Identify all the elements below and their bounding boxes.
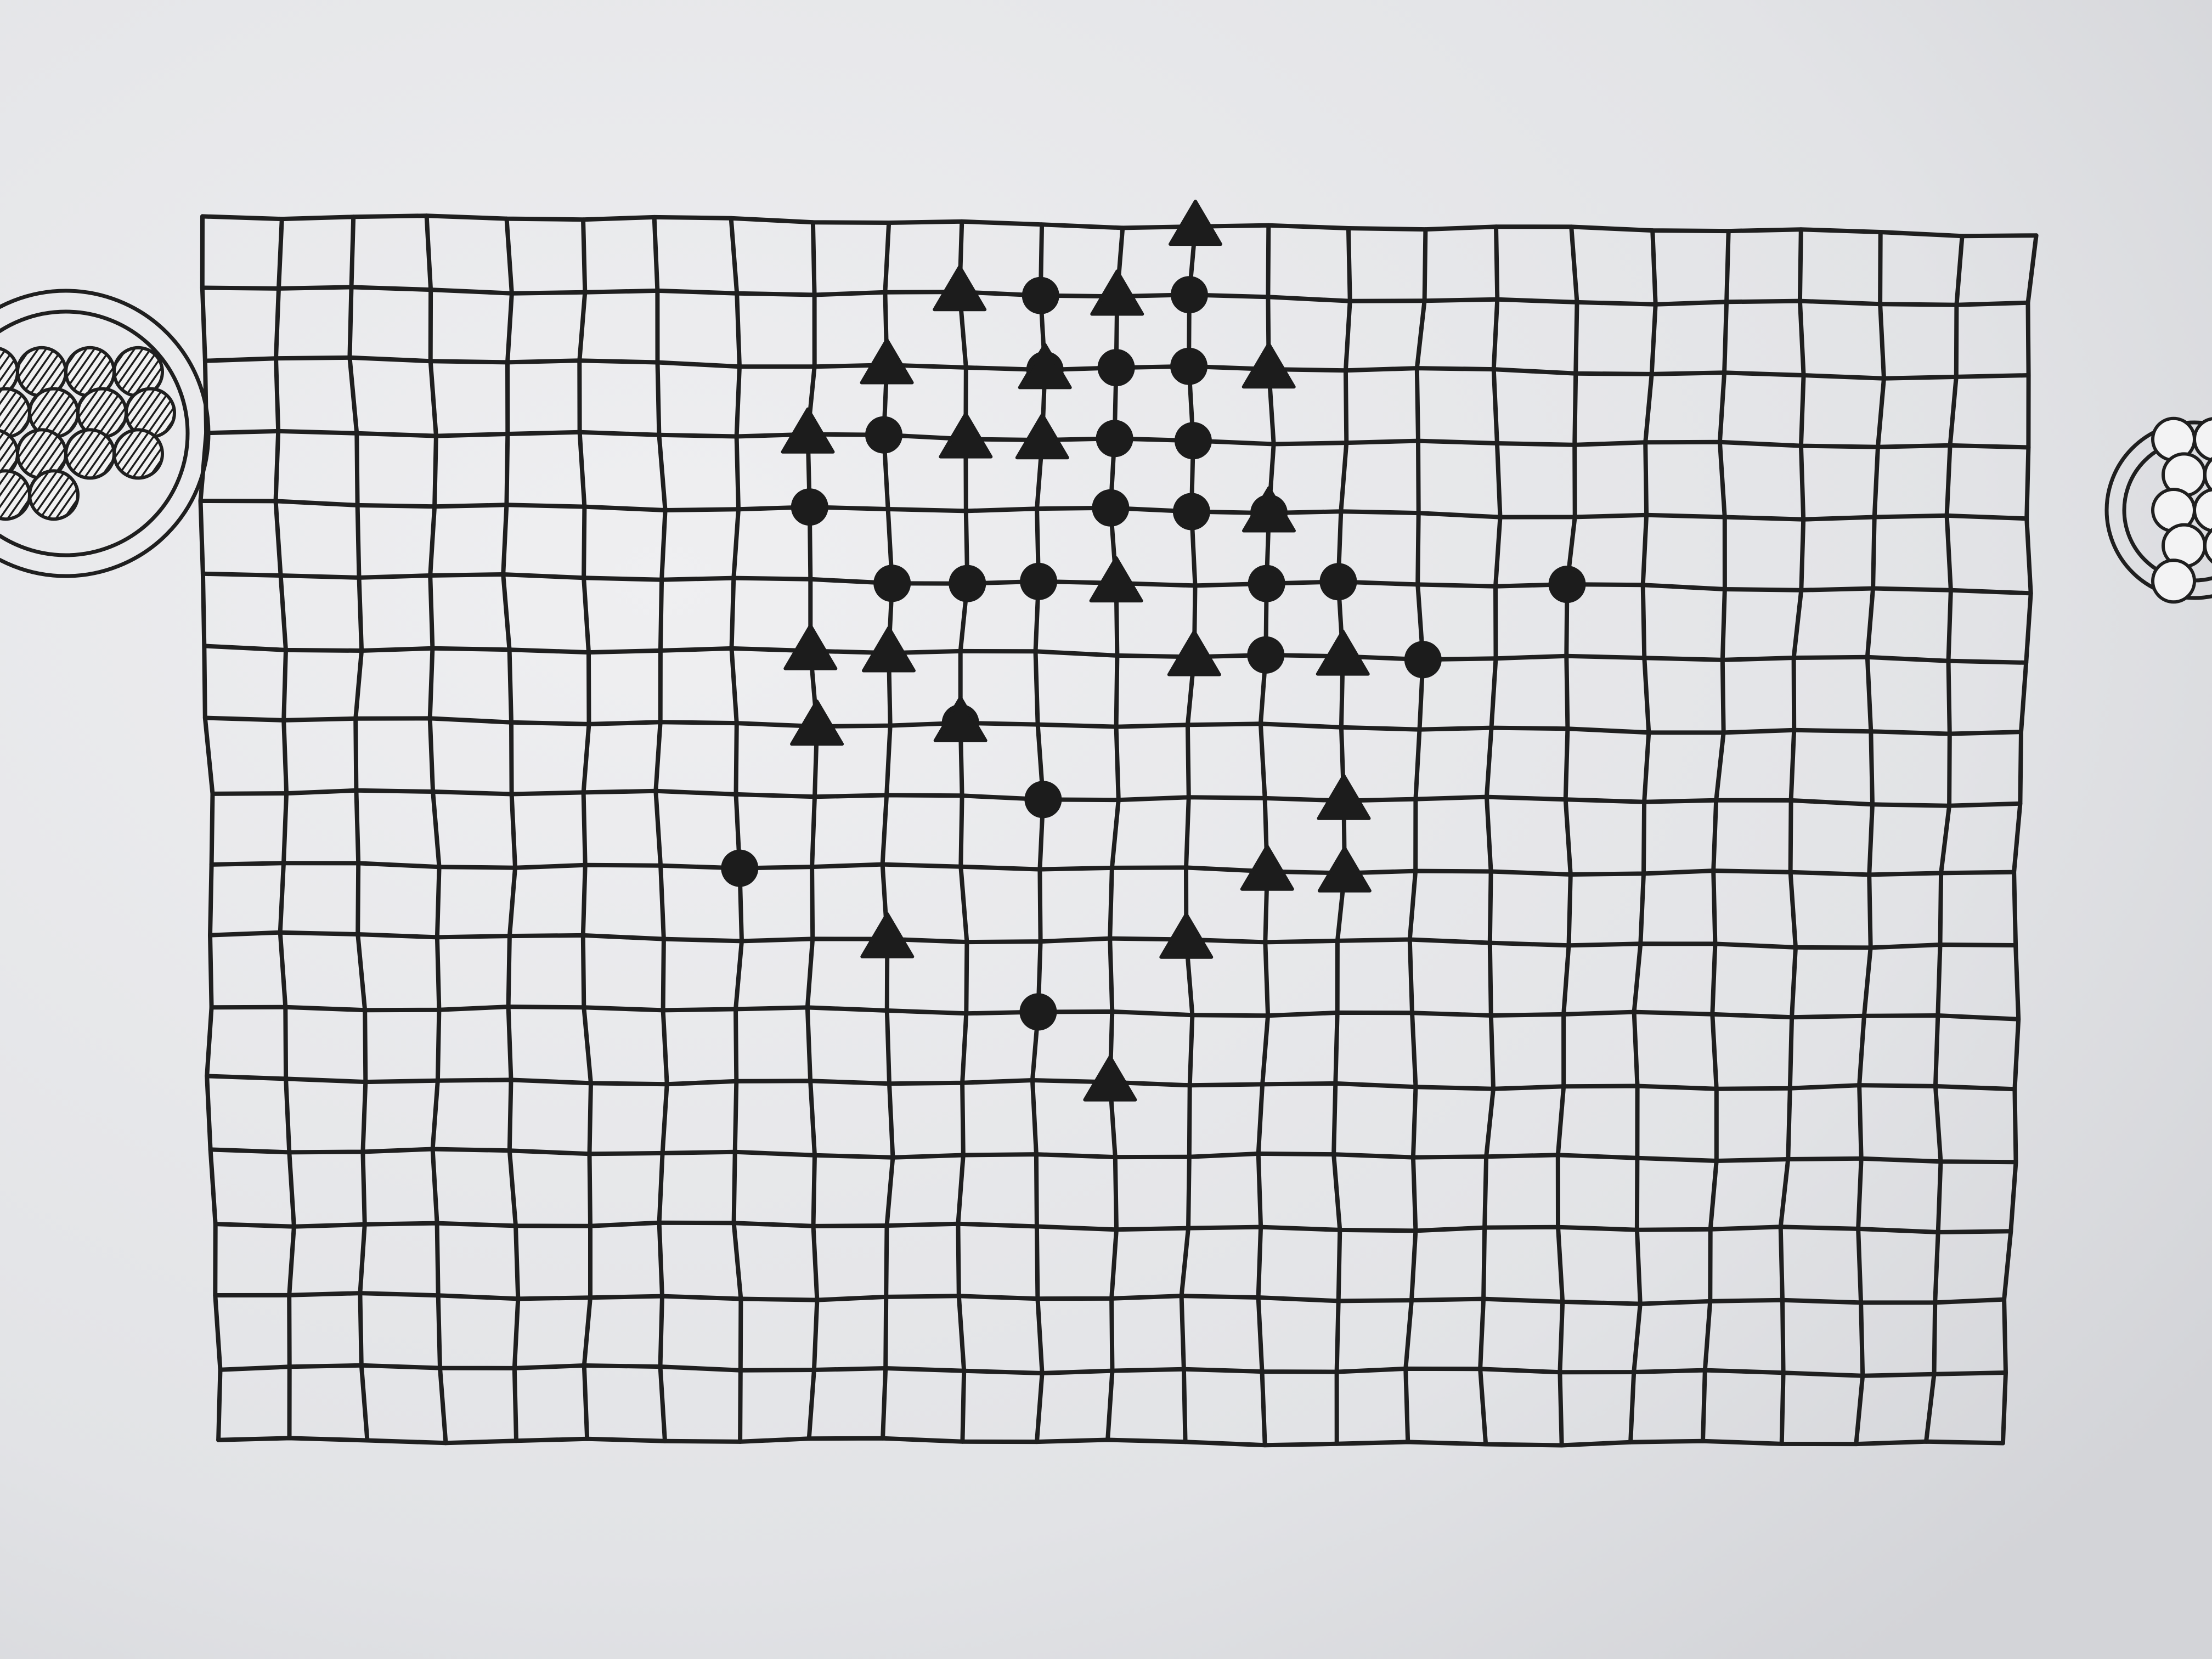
board-column-line: [1555, 224, 1579, 1448]
triangle-piece[interactable]: [1317, 846, 1372, 893]
left-stone-bowl[interactable]: [0, 289, 211, 578]
board-column-line: [1403, 227, 1428, 1444]
triangle-piece[interactable]: [781, 407, 835, 454]
game-board[interactable]: [198, 213, 2039, 1448]
triangle-piece[interactable]: [1083, 1055, 1137, 1102]
hollow-stone-icon: [2203, 528, 2212, 564]
board-row-line: [202, 644, 2029, 665]
circle-piece[interactable]: [1548, 566, 1586, 603]
board-column-line: [198, 214, 223, 1442]
circle-piece[interactable]: [721, 849, 759, 887]
board-column-line: [652, 215, 669, 1443]
bowl-ring: [2104, 420, 2212, 600]
board-row-line: [216, 1436, 2005, 1448]
board-column-line: [577, 217, 594, 1441]
board-row-line: [202, 715, 2023, 736]
circle-piece[interactable]: [1319, 563, 1357, 601]
hollow-stone-icon: [2193, 488, 2212, 533]
triangle-piece[interactable]: [860, 338, 914, 385]
hollow-stone-icon: [2193, 417, 2212, 462]
board-column-line: [347, 215, 370, 1443]
triangle-piece[interactable]: [939, 412, 993, 459]
triangle-piece[interactable]: [1089, 556, 1143, 603]
circle-piece[interactable]: [1022, 276, 1059, 314]
circle-piece[interactable]: [1024, 781, 1062, 819]
triangle-piece[interactable]: [1317, 774, 1371, 820]
hollow-stone-icon: [2151, 558, 2196, 604]
triangle-piece[interactable]: [783, 624, 838, 670]
hatched-stone-icon: [112, 428, 164, 480]
board-column-line: [729, 216, 744, 1444]
triangle-piece[interactable]: [933, 696, 988, 742]
circle-piece[interactable]: [1172, 493, 1210, 531]
board-column-line: [1924, 234, 1965, 1444]
triangle-piece[interactable]: [1240, 844, 1294, 891]
board-column-line: [1854, 230, 1887, 1447]
board-row-line: [213, 1291, 2007, 1306]
circle-piece[interactable]: [1247, 636, 1285, 674]
board-row-line: [213, 1220, 2013, 1235]
board-row-line: [210, 788, 2023, 808]
triangle-piece[interactable]: [1090, 269, 1144, 316]
circle-piece[interactable]: [873, 565, 911, 602]
circle-piece[interactable]: [1170, 276, 1208, 314]
board-column-line: [424, 213, 448, 1446]
hatched-stone-icon: [28, 469, 80, 521]
triangle-piece[interactable]: [1167, 630, 1221, 676]
circle-piece[interactable]: [1020, 562, 1058, 600]
circle-piece[interactable]: [1248, 565, 1285, 602]
circle-piece[interactable]: [1174, 422, 1212, 460]
board-column-line: [1478, 224, 1503, 1447]
board-column-line: [273, 217, 296, 1441]
right-stone-bowl[interactable]: [2104, 416, 2212, 604]
triangle-piece[interactable]: [1242, 486, 1296, 533]
hollow-stone-icon: [2203, 456, 2212, 493]
board-column-line: [1701, 229, 1731, 1443]
board-row-line: [208, 1147, 2018, 1165]
triangle-piece[interactable]: [1169, 199, 1222, 246]
hatched-stone-icon: [64, 428, 116, 480]
board-column-line: [1778, 227, 1806, 1446]
bowl-ring: [0, 309, 190, 557]
triangle-piece[interactable]: [1242, 342, 1296, 389]
pieces-layer: [721, 199, 1586, 1102]
board-row-line: [209, 1005, 2021, 1022]
circle-piece[interactable]: [1097, 349, 1135, 387]
triangle-piece[interactable]: [1015, 413, 1069, 460]
triangle-piece[interactable]: [933, 265, 987, 312]
triangle-piece[interactable]: [1316, 629, 1370, 676]
circle-piece[interactable]: [1092, 489, 1130, 527]
board-column-line: [2000, 233, 2039, 1446]
board-column-line: [1256, 223, 1276, 1448]
triangle-piece[interactable]: [1159, 912, 1214, 959]
board-row-line: [200, 213, 2039, 239]
circle-piece[interactable]: [1096, 420, 1133, 458]
circle-piece[interactable]: [1404, 641, 1442, 679]
circle-piece[interactable]: [1170, 347, 1208, 385]
circle-piece[interactable]: [791, 488, 828, 526]
triangle-piece[interactable]: [790, 699, 844, 746]
board-row-line: [218, 1363, 2008, 1378]
circle-piece[interactable]: [865, 416, 902, 454]
triangle-piece[interactable]: [860, 912, 915, 958]
board-column-line: [501, 216, 521, 1443]
board-column-line: [1331, 226, 1352, 1446]
board-row-line: [209, 861, 2017, 877]
triangle-piece[interactable]: [862, 626, 916, 673]
circle-piece[interactable]: [1019, 993, 1057, 1031]
circle-piece[interactable]: [949, 565, 986, 602]
triangle-piece[interactable]: [1018, 343, 1072, 390]
board-row-line: [208, 930, 2018, 950]
board-column-line: [1628, 228, 1658, 1444]
